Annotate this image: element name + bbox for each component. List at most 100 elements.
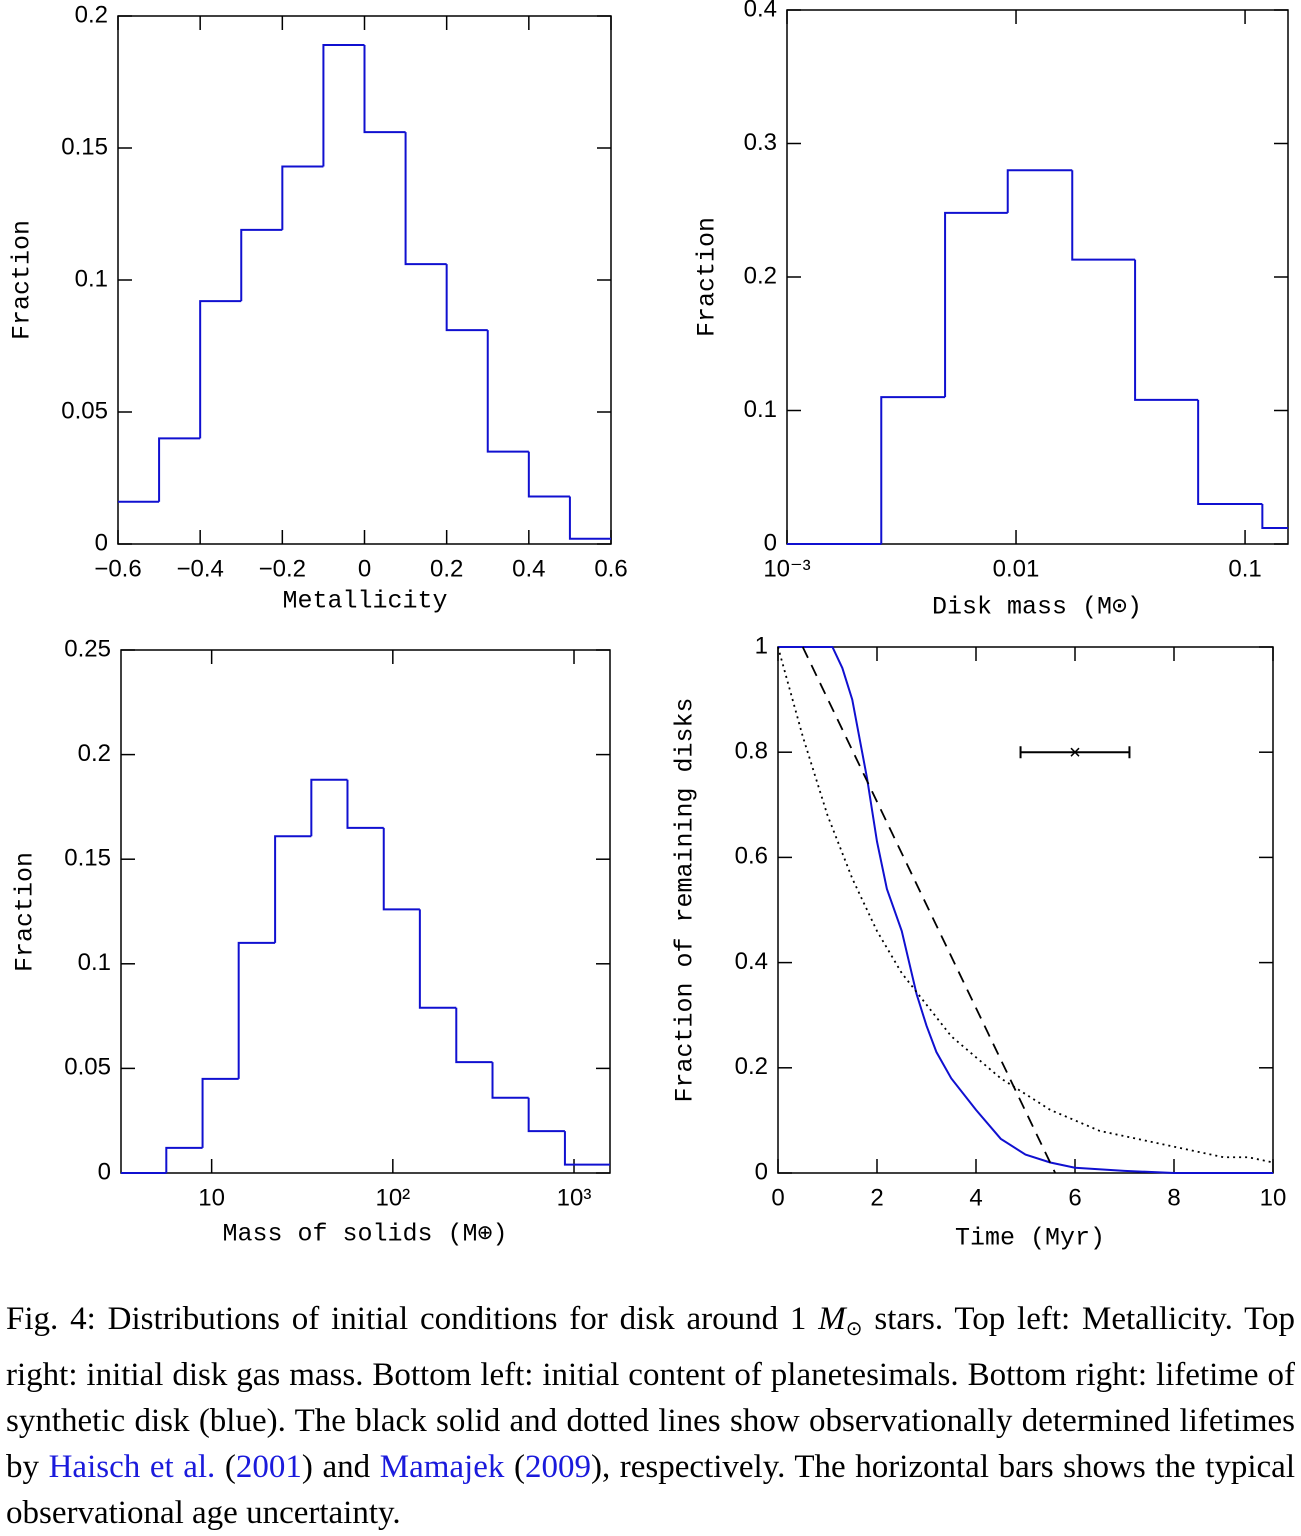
histogram-step [880,396,946,544]
histogram-step [445,264,488,332]
x-tick-label: −0.4 [176,555,223,582]
y-tick-label: 0.4 [744,0,777,22]
histogram-step [1071,170,1136,261]
caption-text: M [818,1301,846,1337]
x-tick-label: 10⁻³ [763,555,810,582]
y-tick-label: 0.2 [75,1,108,28]
x-axis-label: Mass of solids (M⊕) [222,1220,507,1249]
y-tick-label: 0.6 [735,843,768,870]
x-axis-label: Disk mass (M⊙) [932,593,1142,622]
series-line [801,646,1057,1174]
x-tick-label: 10² [375,1184,410,1211]
x-tick-label: 0 [771,1184,784,1211]
y-tick-label: 0.2 [744,262,777,289]
histogram-step [158,437,201,502]
x-tick-label: 0 [358,555,371,582]
y-tick-label: 0.4 [735,948,768,975]
x-tick-label: 0.2 [430,555,463,582]
panel: 10 10² 10³ 0 0.05 0.1 0.15 0.2 0.25 Mass of solid… [11,635,611,1249]
y-axis-label: Fraction [693,217,722,337]
caption-text: Fig. 4: Distributions of initial conditi… [6,1301,819,1337]
histogram-step [944,211,1008,398]
caption: Fig. 4: Distributions of initial conditi… [6,1296,1295,1536]
histogram-step [486,330,529,453]
x-tick-label: −0.6 [94,555,141,582]
citation-link[interactable]: Haisch et al. [48,1449,216,1485]
series-line [777,646,1274,1164]
y-tick-label: 0.1 [75,265,108,292]
x-tick-label: 6 [1068,1184,1081,1211]
histogram-step [1134,259,1199,401]
histogram-step [363,45,406,134]
y-tick-label: 0.2 [78,740,111,767]
x-tick-label: 10 [1260,1184,1287,1211]
histogram-step [240,228,283,302]
histogram-step [527,451,570,498]
y-tick-label: 0 [755,1158,768,1185]
plot-frame [120,649,611,1174]
histogram-step [322,44,365,167]
histogram-step [491,1062,529,1099]
histogram-step [1006,169,1073,213]
caption-text: stars. Top left: Metal­licity. Top right… [6,1301,1296,1485]
x-tick-label: 8 [1167,1184,1180,1211]
histogram-step [165,1146,203,1173]
y-tick-label: 0.8 [735,738,768,765]
y-tick-label: 0 [764,529,777,556]
y-tick-label: 0.1 [78,949,111,976]
y-axis-label: Fraction [11,852,40,972]
histogram-step [274,835,312,943]
x-axis-label: Metallicity [282,587,447,616]
histogram-step [418,909,457,1009]
plot-frame [786,9,1289,545]
x-tick-label: 0.4 [512,555,545,582]
y-tick-label: 0 [95,529,108,556]
caption-text: ) and [301,1449,380,1485]
x-axis-label: Time (Myr) [955,1224,1105,1253]
x-tick-label: 2 [870,1184,883,1211]
histogram-step [455,1007,493,1064]
caption-text: ( [504,1449,525,1485]
x-tick-label: 0.1 [1228,555,1261,582]
y-tick-label: 0.1 [744,396,777,423]
histogram-step [201,1077,239,1148]
histogram-step [527,1097,565,1133]
y-tick-label: 0.05 [64,1054,111,1081]
histogram-step [568,496,611,540]
panel: 10⁻³ 0.01 0.1 0 0.1 0.2 0.3 0.4 Disk mass (M⊙) Fr… [693,0,1289,622]
histogram-step [1197,399,1263,505]
y-tick-label: 0.2 [735,1053,768,1080]
histogram-step [199,300,242,439]
histogram-step [563,1131,610,1166]
x-tick-label: 10³ [557,1184,592,1211]
plot-frame [777,646,1274,1174]
histogram-step [404,132,447,266]
error-bar-center [1070,747,1080,757]
y-tick-label: 0.3 [744,129,777,156]
x-tick-label: 0.01 [993,555,1040,582]
caption-text: ), respectively. The horizontal bars sho… [6,1449,1295,1531]
panel: −0.6 −0.4 −0.2 0 0.2 0.4 0.6 0 0.05 0.1 0.15 0.2 Met… [8,1,628,615]
histogram-step [281,165,324,230]
histogram-step [382,827,420,911]
series-line [778,646,1273,1174]
citation-link[interactable]: Mamajek [379,1449,505,1485]
x-tick-label: 10 [198,1184,225,1211]
caption-text: ( [215,1449,236,1485]
x-tick-label: 4 [969,1184,982,1211]
histogram-step [346,779,384,829]
panel: 0 2 4 6 8 10 0 0.2 0.4 0.6 0.8 1 Time (Myr) Fraction … [671,632,1287,1252]
citation-link[interactable]: 2009 [524,1449,591,1485]
histogram-step [310,778,348,837]
y-tick-label: 1 [755,632,768,659]
histogram-step [1261,503,1288,529]
figure: −0.6 −0.4 −0.2 0 0.2 0.4 0.6 0 0.05 0.1 0.15 0.2 Met… [8,0,1289,1253]
x-tick-label: 0.6 [594,555,627,582]
y-tick-label: 0 [98,1158,111,1185]
citation-link[interactable]: 2001 [235,1449,302,1485]
x-tick-label: −0.2 [259,555,306,582]
histogram-step [237,941,276,1079]
y-tick-label: 0.25 [64,635,111,662]
y-axis-label: Fraction of remaining disks [671,697,700,1102]
